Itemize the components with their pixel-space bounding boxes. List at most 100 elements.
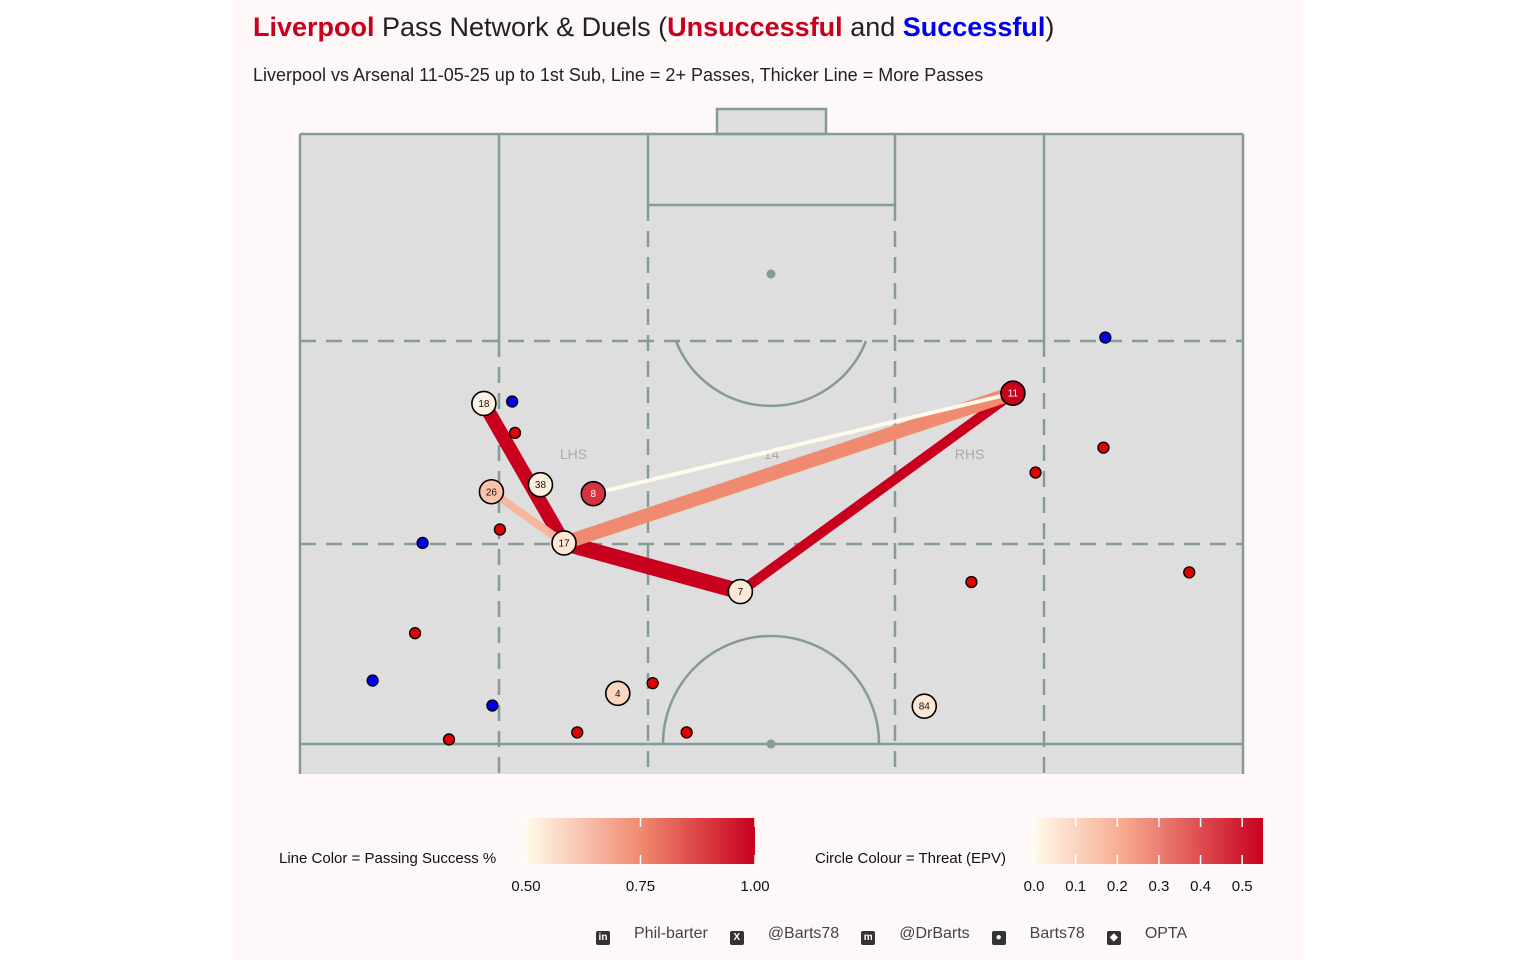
title-close: ) <box>1045 12 1055 42</box>
legend-tick-label: 0.1 <box>1065 878 1086 895</box>
player-node-11: 11 <box>1000 380 1026 407</box>
footer-text: @Barts78 <box>767 925 840 942</box>
pitch <box>298 107 1245 774</box>
centre-circle <box>661 634 881 745</box>
player-circle <box>1000 380 1026 407</box>
pitch-surface <box>300 134 1243 774</box>
player-circle <box>911 693 938 719</box>
legend-tick-label: 0.4 <box>1190 878 1211 895</box>
player-node-26: 26 <box>478 478 505 505</box>
duel-point-unsuccessful <box>1097 441 1110 454</box>
duel-point-successful <box>1099 331 1112 344</box>
player-circle <box>551 530 577 556</box>
title-middle: Pass Network & Duels ( <box>374 12 668 42</box>
github-icon: ● <box>991 931 1006 945</box>
player-label: 8 <box>590 489 596 500</box>
circle-colour-legend: Circle Colour = Threat (EPV) 0.0 0.1 0.2 0.… <box>815 818 1263 895</box>
duel-point-successful <box>506 395 519 408</box>
penalty-arc <box>674 340 868 408</box>
legend-tick-label: 0.3 <box>1148 878 1169 895</box>
player-node-4: 4 <box>604 680 631 707</box>
player-node-7: 7 <box>727 578 754 605</box>
duel-point-successful <box>416 536 429 550</box>
pass-line-8-11 <box>592 391 1014 496</box>
pass-line-26-17 <box>489 488 567 547</box>
footer-item: ◆ OPTA <box>1106 925 1188 945</box>
duel-point-unsuccessful <box>680 726 693 739</box>
player-nodes: 18 38 26 8 17 7 11 4 84 <box>471 380 1026 719</box>
circle-legend-title: Circle Colour = Threat (EPV) <box>815 850 1006 867</box>
pass-line-18-17 <box>477 399 571 547</box>
player-circle <box>604 680 631 707</box>
footer-text: @DrBarts <box>899 925 970 942</box>
x-icon: X <box>729 931 744 945</box>
dropbox-icon: ◆ <box>1106 931 1121 945</box>
player-label: 4 <box>615 689 621 700</box>
player-circle <box>580 480 607 507</box>
duel-point-unsuccessful <box>508 426 522 440</box>
player-label: 18 <box>478 399 490 410</box>
player-circle <box>527 471 554 498</box>
pass-lines <box>477 386 1016 600</box>
title-unsuccessful: Unsuccessful <box>667 12 843 42</box>
goal <box>715 107 828 136</box>
chart-title: Liverpool Pass Network & Duels (Unsucces… <box>253 12 1054 43</box>
duel-point-unsuccessful <box>965 575 978 589</box>
duel-point-unsuccessful <box>646 676 659 690</box>
player-label: 7 <box>738 587 744 598</box>
duel-point-unsuccessful <box>571 726 584 739</box>
title-team: Liverpool <box>253 12 375 42</box>
player-label: 17 <box>558 538 570 549</box>
line-color-legend: Line Color = Passing Success % 0.50 0.75 1… <box>279 818 770 895</box>
legend-tick-label: 0.5 <box>1232 878 1253 895</box>
zone-label-lhs: LHS <box>560 446 587 462</box>
player-circle <box>727 578 754 605</box>
title-and: and <box>842 12 903 42</box>
player-label: 26 <box>486 487 498 498</box>
legend-tick-label: 0.50 <box>511 878 540 895</box>
footer-credits: in Phil-barter X @Barts78 m @DrBarts ● Barts78 ◆… <box>596 925 1209 945</box>
player-label: 38 <box>535 480 547 491</box>
duel-point-unsuccessful <box>442 733 456 746</box>
duel-point-unsuccessful <box>1183 566 1196 579</box>
duel-points <box>366 331 1196 746</box>
legend-tick-label: 1.00 <box>740 878 769 895</box>
player-node-18: 18 <box>471 390 497 417</box>
mastodon-icon: m <box>861 931 876 945</box>
player-node-38: 38 <box>527 471 554 498</box>
footer-text: Phil-barter <box>634 925 708 942</box>
footer-text: Barts78 <box>1029 925 1085 942</box>
footer-item: X @Barts78 <box>729 925 840 945</box>
player-circle <box>471 390 497 417</box>
circle-legend-colorbar <box>1034 818 1263 864</box>
player-node-84: 84 <box>911 693 938 719</box>
chart-subtitle: Liverpool vs Arsenal 11-05-25 up to 1st … <box>253 65 984 85</box>
legend-tick-label: 0.0 <box>1024 878 1045 895</box>
linkedin-icon: in <box>596 931 610 945</box>
player-circle <box>478 478 505 505</box>
zone-label-rhs: RHS <box>955 446 985 462</box>
pass-line-17-7 <box>561 535 743 600</box>
player-node-17: 17 <box>551 530 577 556</box>
penalty-spot <box>766 269 776 279</box>
player-node-8: 8 <box>580 480 607 507</box>
footer-item: ● Barts78 <box>991 925 1085 945</box>
duel-point-unsuccessful <box>1029 466 1042 479</box>
duel-point-successful <box>486 699 499 712</box>
duel-point-unsuccessful <box>408 627 422 640</box>
footer-item: m @DrBarts <box>861 925 970 945</box>
title-successful: Successful <box>902 12 1046 42</box>
pass-line-7-11 <box>737 389 1016 596</box>
centre-spot <box>766 739 776 749</box>
footer-item: in Phil-barter <box>596 925 708 945</box>
player-label: 84 <box>919 702 931 713</box>
footer-text: OPTA <box>1144 925 1188 942</box>
pass-line-17-11 <box>561 386 1016 550</box>
duel-point-successful <box>366 674 379 687</box>
line-legend-title: Line Color = Passing Success % <box>279 850 496 867</box>
legend-tick-label: 0.75 <box>626 878 655 895</box>
player-label: 11 <box>1008 389 1019 400</box>
legend-tick-label: 0.2 <box>1107 878 1128 895</box>
duel-point-unsuccessful <box>493 523 507 536</box>
